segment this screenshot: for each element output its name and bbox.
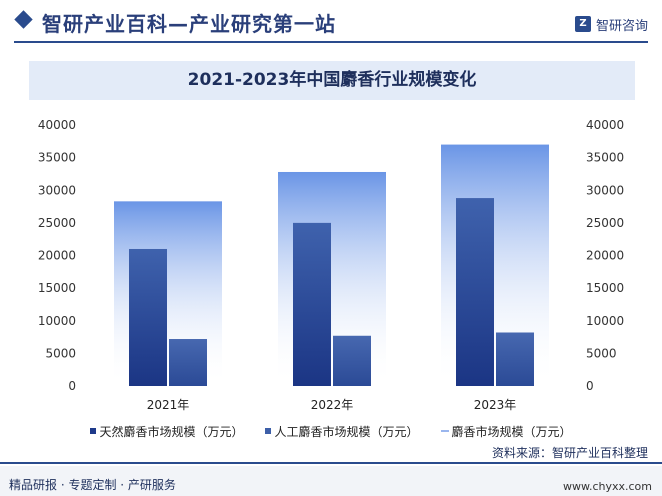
source-note: 资料来源：智研产业百科整理: [491, 446, 648, 460]
bar-natural-0: [129, 248, 167, 386]
header-title: 智研产业百科—产业研究第一站: [42, 12, 336, 36]
y-tick-right-2: 10000: [586, 314, 624, 328]
legend-swatch-artificial: [265, 428, 272, 434]
y-tick-right-7: 35000: [586, 151, 624, 165]
brand-name: 智研咨询: [595, 18, 648, 34]
bar-natural-1: [293, 222, 331, 386]
chart-title-band: 2021-2023年中国麝香行业规模变化: [29, 61, 635, 100]
chart-title: 2021-2023年中国麝香行业规模变化: [187, 70, 477, 90]
x-tick-2: 2023年: [474, 398, 517, 412]
y-tick-left-6: 30000: [38, 183, 76, 197]
y-tick-left-3: 15000: [38, 281, 76, 295]
brand-logo-icon: Z: [574, 16, 591, 32]
legend-swatch-natural: [90, 428, 97, 434]
y-tick-left-1: 5000: [45, 346, 76, 360]
x-tick-0: 2021年: [147, 398, 190, 412]
y-tick-left-0: 0: [68, 379, 76, 393]
legend-label-artificial: 人工麝香市场规模（万元）: [274, 424, 419, 439]
header: 智研产业百科—产业研究第一站 Z 智研咨询: [0, 0, 662, 46]
legend-label-natural: 天然麝香市场规模（万元）: [99, 424, 244, 439]
legend-item-natural: 天然麝香市场规模（万元）: [90, 423, 243, 440]
y-tick-left-8: 40000: [38, 118, 76, 132]
legend-swatch-total: [440, 430, 449, 432]
y-tick-right-5: 25000: [586, 216, 624, 230]
y-tick-left-7: 35000: [38, 151, 76, 165]
y-tick-right-1: 5000: [586, 346, 617, 360]
y-tick-right-3: 15000: [586, 281, 624, 295]
footer: 精品研报 · 专题定制 · 产研服务 www.chyxx.com: [0, 466, 662, 496]
footer-website[interactable]: www.chyxx.com: [562, 480, 652, 493]
brand[interactable]: Z 智研咨询: [574, 14, 648, 34]
legend-item-artificial: 人工麝香市场规模（万元）: [265, 423, 419, 440]
y-tick-right-0: 0: [586, 379, 594, 393]
y-tick-left-4: 20000: [38, 249, 76, 263]
bar-artificial-1: [333, 335, 371, 386]
legend-item-total: 麝香市场规模（万元）: [440, 423, 572, 440]
diamond-icon: [14, 10, 33, 29]
chart: 0 5000 10000 15000 20000 25000 30000 35000 40000…: [38, 118, 624, 412]
footer-divider: [0, 462, 662, 464]
header-divider: [14, 41, 648, 43]
bar-artificial-2: [496, 332, 534, 386]
footer-services: 精品研报 · 专题定制 · 产研服务: [9, 478, 176, 492]
legend-label-total: 麝香市场规模（万元）: [451, 424, 572, 439]
y-tick-right-6: 30000: [586, 183, 624, 197]
legend: 天然麝香市场规模（万元） 人工麝香市场规模（万元） 麝香市场规模（万元）: [0, 422, 662, 440]
bar-natural-2: [456, 198, 494, 386]
y-tick-right-8: 40000: [586, 118, 624, 132]
y-tick-right-4: 20000: [586, 249, 624, 263]
bar-artificial-0: [169, 339, 207, 386]
y-tick-left-5: 25000: [38, 216, 76, 230]
x-tick-1: 2022年: [311, 398, 354, 412]
y-tick-left-2: 10000: [38, 314, 76, 328]
